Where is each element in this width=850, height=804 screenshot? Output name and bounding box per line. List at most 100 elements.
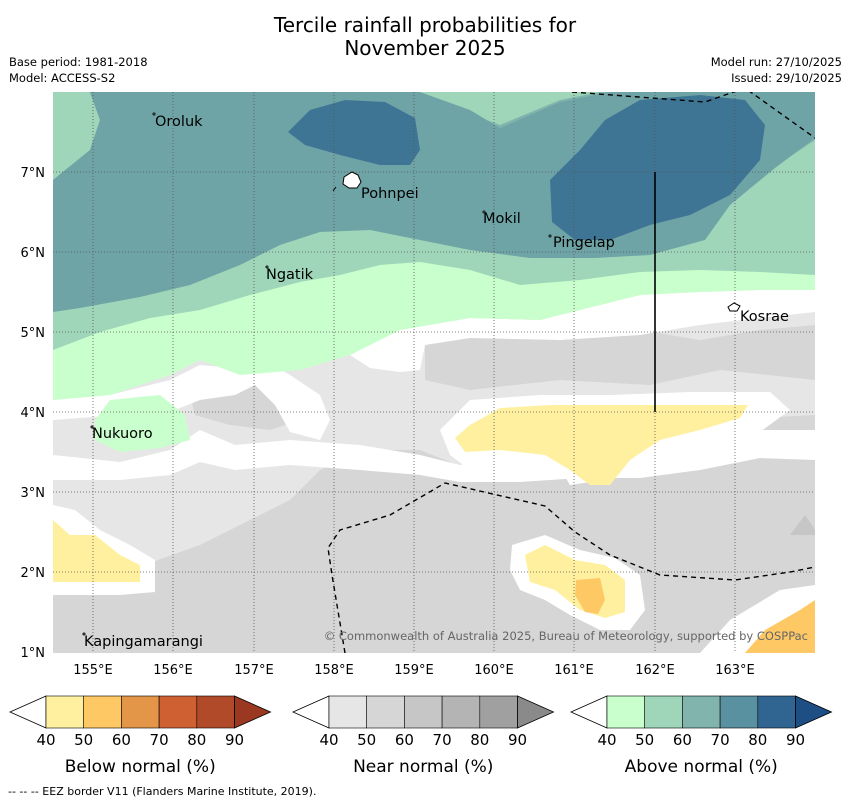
legend-tick-label: 60 bbox=[395, 731, 414, 749]
no-dominant-band-west bbox=[53, 360, 330, 440]
legend-title: Below normal (%) bbox=[65, 757, 216, 777]
legend-title: Above normal (%) bbox=[625, 757, 778, 777]
legend-color-swatch bbox=[757, 695, 796, 729]
no-dominant-band-south bbox=[53, 430, 815, 482]
lat-label: 4°N bbox=[21, 406, 46, 421]
near-normal-60-patch bbox=[790, 515, 815, 535]
legend-under-arrow bbox=[9, 695, 47, 729]
below-normal-50-patch bbox=[575, 578, 605, 614]
place-label-kapingamarangi: Kapingamarangi bbox=[84, 634, 203, 650]
lat-label: 5°N bbox=[21, 326, 46, 341]
legend-colorbars: 40 50 60 70 80 90 Below normal (%) 40 50 60 70 80 90… bbox=[9, 695, 833, 777]
place-labels: Oroluk Pohnpei Mokil Pingelap Ngatik Kos… bbox=[84, 114, 789, 650]
legend-color-swatch bbox=[121, 695, 160, 729]
legend-color-swatch bbox=[719, 695, 759, 729]
model-name: Model: ACCESS-S2 bbox=[9, 71, 116, 85]
legend-color-swatch bbox=[441, 695, 481, 729]
lon-label: 159°E bbox=[394, 663, 434, 678]
lat-label: 2°N bbox=[21, 566, 46, 581]
legend-color-swatch bbox=[366, 695, 405, 729]
eez-footnote: -- -- -- EEZ border V11 (Flanders Marine… bbox=[8, 785, 317, 798]
legend-0: 40 50 60 70 80 90 Below normal (%) bbox=[9, 695, 272, 777]
oroluk-island-shape bbox=[152, 112, 156, 116]
above-normal-70-region-east bbox=[550, 95, 765, 240]
pohnpei-islet-mark bbox=[332, 186, 337, 192]
mokil-island-shape bbox=[482, 210, 486, 214]
lon-label: 158°E bbox=[314, 663, 354, 678]
legend-color-swatch bbox=[479, 695, 518, 729]
place-label-pingelap: Pingelap bbox=[553, 235, 615, 251]
legend-tick-label: 90 bbox=[786, 731, 805, 749]
place-label-ngatik: Ngatik bbox=[266, 267, 314, 283]
map-title-line2: November 2025 bbox=[344, 36, 506, 60]
lat-label: 7°N bbox=[21, 166, 46, 181]
legend-tick-label: 80 bbox=[748, 731, 767, 749]
legend-2: 40 50 60 70 80 90 Above normal (%) bbox=[570, 695, 833, 777]
lat-label: 3°N bbox=[21, 486, 46, 501]
legend-tick-label: 40 bbox=[319, 731, 338, 749]
base-period: Base period: 1981-2018 bbox=[9, 55, 148, 69]
legend-tick-label: 60 bbox=[673, 731, 692, 749]
below-normal-40-region-central bbox=[455, 405, 748, 485]
lon-label: 160°E bbox=[474, 663, 514, 678]
nukuoro-island-shape bbox=[90, 425, 94, 429]
ngatik-island-shape bbox=[265, 265, 269, 269]
legend-1: 40 50 60 70 80 90 Near normal (%) bbox=[292, 695, 555, 777]
kosrae-island-shape bbox=[727, 302, 741, 312]
legend-under-arrow bbox=[292, 695, 330, 729]
legend-over-arrow bbox=[234, 695, 272, 729]
legend-color-swatch bbox=[606, 695, 646, 729]
eez-borders bbox=[327, 92, 815, 653]
below-normal-40-region-southwest bbox=[53, 520, 140, 582]
legend-tick-label: 80 bbox=[187, 731, 206, 749]
lon-label: 162°E bbox=[635, 663, 675, 678]
legend-color-swatch bbox=[45, 695, 85, 729]
probability-map bbox=[53, 92, 815, 653]
model-run-date: Model run: 27/10/2025 bbox=[710, 55, 842, 69]
above-normal-40-region-nukuoro bbox=[95, 395, 190, 452]
lat-label: 6°N bbox=[21, 246, 46, 261]
pingelap-island-shape bbox=[548, 234, 552, 238]
place-label-pohnpei: Pohnpei bbox=[361, 186, 419, 202]
legend-tick-label: 90 bbox=[225, 731, 244, 749]
legend-over-arrow bbox=[517, 695, 555, 729]
lon-label: 161°E bbox=[554, 663, 594, 678]
legend-color-swatch bbox=[196, 695, 235, 729]
place-label-mokil: Mokil bbox=[483, 211, 521, 227]
near-normal-50-region-central bbox=[425, 325, 815, 390]
lon-label: 155°E bbox=[73, 663, 113, 678]
legend-tick-label: 60 bbox=[112, 731, 131, 749]
legend-tick-label: 80 bbox=[470, 731, 489, 749]
lon-label: 157°E bbox=[234, 663, 274, 678]
below-normal-50-corner bbox=[745, 600, 815, 653]
legend-color-swatch bbox=[404, 695, 443, 729]
legend-title: Near normal (%) bbox=[353, 757, 493, 777]
lon-label: 156°E bbox=[153, 663, 193, 678]
place-label-nukuoro: Nukuoro bbox=[92, 426, 153, 442]
legend-tick-label: 40 bbox=[36, 731, 55, 749]
lon-label: 163°E bbox=[715, 663, 755, 678]
kapingamarangi-island-shape bbox=[82, 632, 86, 636]
legend-tick-label: 70 bbox=[150, 731, 169, 749]
legend-tick-label: 50 bbox=[74, 731, 93, 749]
legend-color-swatch bbox=[83, 695, 122, 729]
lat-label: 1°N bbox=[21, 646, 46, 661]
latitude-labels: 7°N 6°N 5°N 4°N 3°N 2°N 1°N bbox=[21, 166, 46, 661]
legend-color-swatch bbox=[328, 695, 368, 729]
legend-color-swatch bbox=[644, 695, 683, 729]
no-dominant-band-central bbox=[350, 290, 815, 372]
legend-tick-label: 70 bbox=[433, 731, 452, 749]
legend-under-arrow bbox=[570, 695, 608, 729]
place-label-oroluk: Oroluk bbox=[155, 114, 203, 130]
longitude-labels: 155°E 156°E 157°E 158°E 159°E 160°E 161°… bbox=[73, 663, 755, 678]
issued-date: Issued: 29/10/2025 bbox=[731, 71, 842, 85]
copyright-notice: © Commonwealth of Australia 2025, Bureau… bbox=[324, 629, 808, 643]
legend-tick-label: 50 bbox=[357, 731, 376, 749]
legend-tick-label: 70 bbox=[711, 731, 730, 749]
legend-color-swatch bbox=[158, 695, 198, 729]
place-label-kosrae: Kosrae bbox=[740, 309, 789, 325]
legend-tick-label: 90 bbox=[508, 731, 527, 749]
map-title-line1: Tercile rainfall probabilities for bbox=[273, 13, 577, 37]
island-shapes bbox=[82, 112, 741, 636]
